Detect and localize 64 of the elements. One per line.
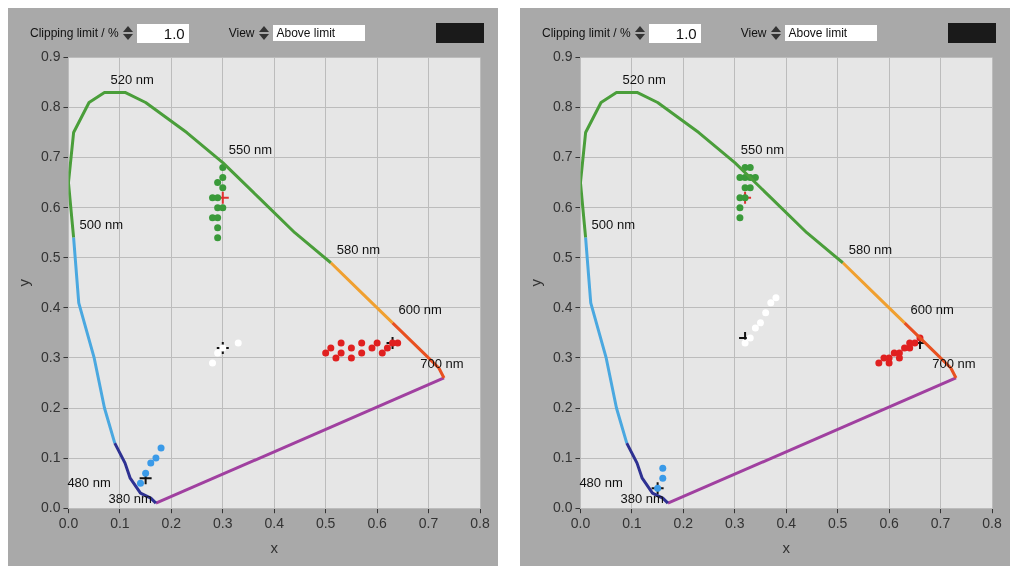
annotation: 500 nm (79, 217, 123, 233)
x-tick-label: 0.2 (161, 515, 182, 532)
x-tick-label: 0.2 (673, 515, 694, 532)
y-tick-label: 0.0 (552, 499, 573, 516)
y-tick-label: 0.6 (40, 198, 61, 215)
x-tick-label: 0.5 (827, 515, 848, 532)
y-tick-label: 0.2 (552, 398, 573, 415)
y-tick-label: 0.2 (40, 398, 61, 415)
annotation: 380 nm (620, 490, 664, 506)
text: Clipping limit / % (542, 26, 631, 40)
text: Above limit (784, 25, 877, 41)
x-axis-title: x (782, 539, 791, 557)
x-tick-label: 0.6 (367, 515, 388, 532)
y-tick-label: 0.3 (40, 348, 61, 365)
x-tick-label: 0.7 (418, 515, 439, 532)
x-tick-label: 0.4 (264, 515, 285, 532)
text: View (228, 26, 255, 40)
y-tick-label: 0.8 (40, 98, 61, 115)
annotation: 550 nm (740, 142, 785, 158)
y-tick-label: 0.1 (552, 448, 573, 465)
y-tick-label: 0.5 (552, 248, 573, 265)
y-tick-label: 0.5 (40, 248, 61, 265)
y-tick-label: 0.6 (552, 198, 573, 215)
y-tick-label: 0.0 (40, 499, 61, 516)
x-tick-label: 0.0 (58, 515, 79, 532)
y-tick-label: 0.4 (552, 298, 573, 315)
annotation: 550 nm (228, 142, 273, 158)
y-axis-title: y (527, 278, 545, 287)
annotation: 600 nm (398, 302, 442, 318)
y-axis-title: y (15, 278, 33, 287)
annotation: 380 nm (108, 490, 152, 506)
text: 1.0 (648, 23, 701, 43)
x-tick-label: 0.0 (570, 515, 591, 532)
x-tick-label: 0.7 (930, 515, 951, 532)
annotation: 580 nm (336, 242, 381, 258)
annotation: 520 nm (110, 72, 154, 88)
annotation: 480 nm (579, 474, 623, 490)
x-axis-title: x (270, 539, 279, 557)
x-tick-label: 0.1 (110, 515, 130, 532)
annotation: 480 nm (67, 474, 111, 490)
x-tick-label: 0.8 (470, 515, 490, 532)
annotation: 580 nm (848, 242, 893, 258)
text: View (740, 26, 767, 40)
y-tick-label: 0.9 (40, 48, 61, 65)
annotation: 520 nm (622, 72, 666, 88)
x-tick-label: 0.5 (315, 515, 336, 532)
y-tick-label: 0.8 (552, 98, 573, 115)
text: 1.0 (136, 23, 189, 43)
annotation: 600 nm (910, 302, 954, 318)
y-tick-label: 0.1 (40, 448, 61, 465)
y-tick-label: 0.7 (40, 148, 61, 165)
x-tick-label: 0.8 (982, 515, 1002, 532)
x-tick-label: 0.1 (622, 515, 642, 532)
x-tick-label: 0.3 (725, 515, 745, 532)
annotation: 500 nm (591, 217, 635, 233)
text: Clipping limit / % (30, 26, 119, 40)
text: Above limit (272, 25, 365, 41)
y-tick-label: 0.9 (552, 48, 573, 65)
x-tick-label: 0.6 (879, 515, 900, 532)
x-tick-label: 0.4 (776, 515, 797, 532)
y-tick-label: 0.7 (552, 148, 573, 165)
y-tick-label: 0.4 (40, 298, 61, 315)
x-tick-label: 0.3 (213, 515, 233, 532)
y-tick-label: 0.3 (552, 348, 573, 365)
